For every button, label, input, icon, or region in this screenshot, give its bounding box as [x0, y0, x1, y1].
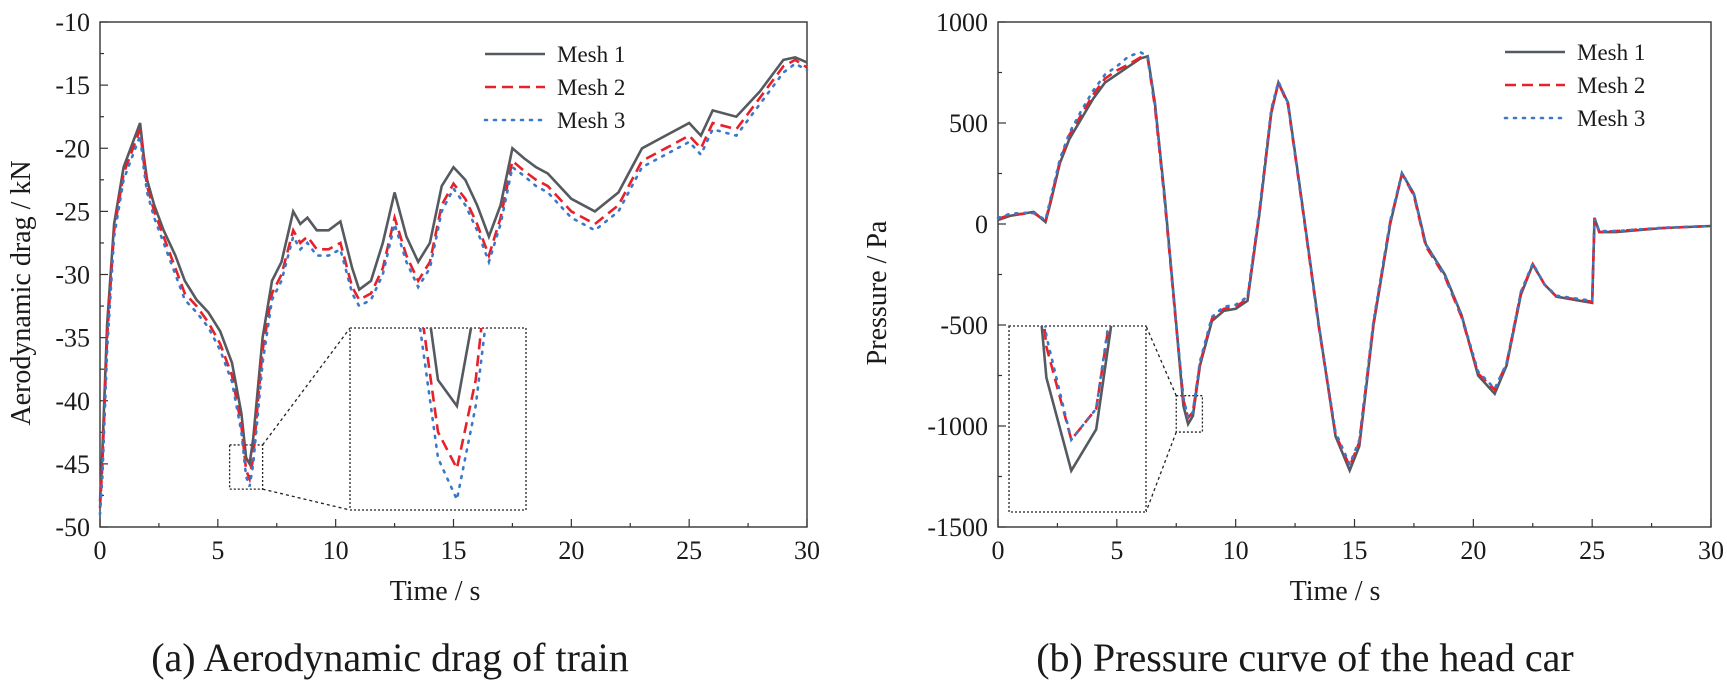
panel-a-xlabel: Time / s [390, 576, 481, 607]
zoom-leader-line [262, 488, 351, 511]
y-tick-label: 0 [975, 210, 988, 239]
panel-b-zoom [1008, 325, 1204, 513]
panel-a-ylabel: Aerodynamic drag / kN [6, 160, 37, 425]
zoom-leader-line [1145, 325, 1177, 396]
x-tick-label: 5 [211, 536, 224, 565]
series-line-mesh-1 [98, 55, 808, 502]
zoom-inset [349, 327, 527, 511]
legend-label-mesh-3: Mesh 3 [1577, 106, 1645, 131]
x-tick-label: 25 [1579, 536, 1605, 565]
x-tick-label: 15 [1342, 536, 1368, 565]
panel-a-ticks: 0 5 10 15 20 25 30 -50 -45 -40 -35 -30 -25 -20 -15 -10 [55, 8, 820, 565]
series-line-mesh-2 [997, 55, 1712, 470]
y-tick-label: -15 [55, 71, 90, 100]
panel-a-zoom [228, 327, 527, 511]
y-tick-label: -35 [55, 324, 90, 353]
series-line-mesh-3 [98, 62, 809, 516]
zoom-leader-line [262, 327, 351, 446]
legend-label-mesh-2: Mesh 2 [1577, 73, 1645, 98]
panel-b-series [996, 50, 1713, 474]
x-tick-label: 10 [323, 536, 349, 565]
y-tick-label: 500 [949, 109, 988, 138]
inset-line-mesh-3 [1044, 326, 1110, 443]
y-tick-label: -500 [940, 311, 988, 340]
panel-b-ticks: 0 5 10 15 20 25 30 -1500 -1000 -500 0 500 1000 [927, 8, 1724, 565]
x-tick-label: 30 [1698, 536, 1724, 565]
panel-b-legend: Mesh 1 Mesh 2 Mesh 3 [1503, 40, 1645, 131]
y-tick-label: -50 [55, 513, 90, 542]
panel-a-legend: Mesh 1 Mesh 2 Mesh 3 [483, 42, 625, 133]
panel-a-caption: (a) Aerodynamic drag of train [151, 635, 629, 680]
y-tick-label: -10 [55, 8, 90, 37]
legend-label-mesh-1: Mesh 1 [1577, 40, 1645, 65]
zoom-box [228, 444, 264, 490]
y-tick-label: -1500 [927, 513, 988, 542]
x-tick-label: 30 [794, 536, 820, 565]
x-tick-label: 10 [1223, 536, 1249, 565]
x-tick-label: 25 [676, 536, 702, 565]
y-tick-label: -45 [55, 450, 90, 479]
y-tick-label: -1000 [927, 412, 988, 441]
y-tick-label: -40 [55, 387, 90, 416]
panel-b: 0 5 10 15 20 25 30 -1500 -1000 -500 0 500 1000 Mesh … [862, 8, 1724, 680]
legend-label-mesh-3: Mesh 3 [557, 108, 625, 133]
panel-b-caption: (b) Pressure curve of the head car [1036, 635, 1574, 680]
y-tick-label: -20 [55, 134, 90, 163]
series-line-mesh-3 [996, 50, 1713, 468]
zoom-inset [1008, 325, 1147, 513]
y-tick-label: -25 [55, 197, 90, 226]
zoom-leader-line [1145, 431, 1177, 513]
x-tick-label: 20 [558, 536, 584, 565]
x-tick-label: 20 [1460, 536, 1486, 565]
y-tick-label: 1000 [936, 8, 988, 37]
x-tick-label: 15 [441, 536, 467, 565]
y-tick-label: -30 [55, 261, 90, 290]
panel-b-xlabel: Time / s [1290, 576, 1381, 607]
panel-b-ylabel: Pressure / Pa [862, 220, 893, 365]
legend-label-mesh-2: Mesh 2 [557, 75, 625, 100]
legend-label-mesh-1: Mesh 1 [557, 42, 625, 67]
x-tick-label: 0 [992, 536, 1005, 565]
inset-line-mesh-1 [1040, 326, 1113, 474]
inset-line-mesh-2 [1043, 326, 1110, 443]
series-line-mesh-2 [98, 58, 808, 509]
panel-a-series [98, 55, 809, 516]
x-tick-label: 0 [94, 536, 107, 565]
zoom-box [1175, 395, 1204, 433]
x-tick-label: 5 [1110, 536, 1123, 565]
